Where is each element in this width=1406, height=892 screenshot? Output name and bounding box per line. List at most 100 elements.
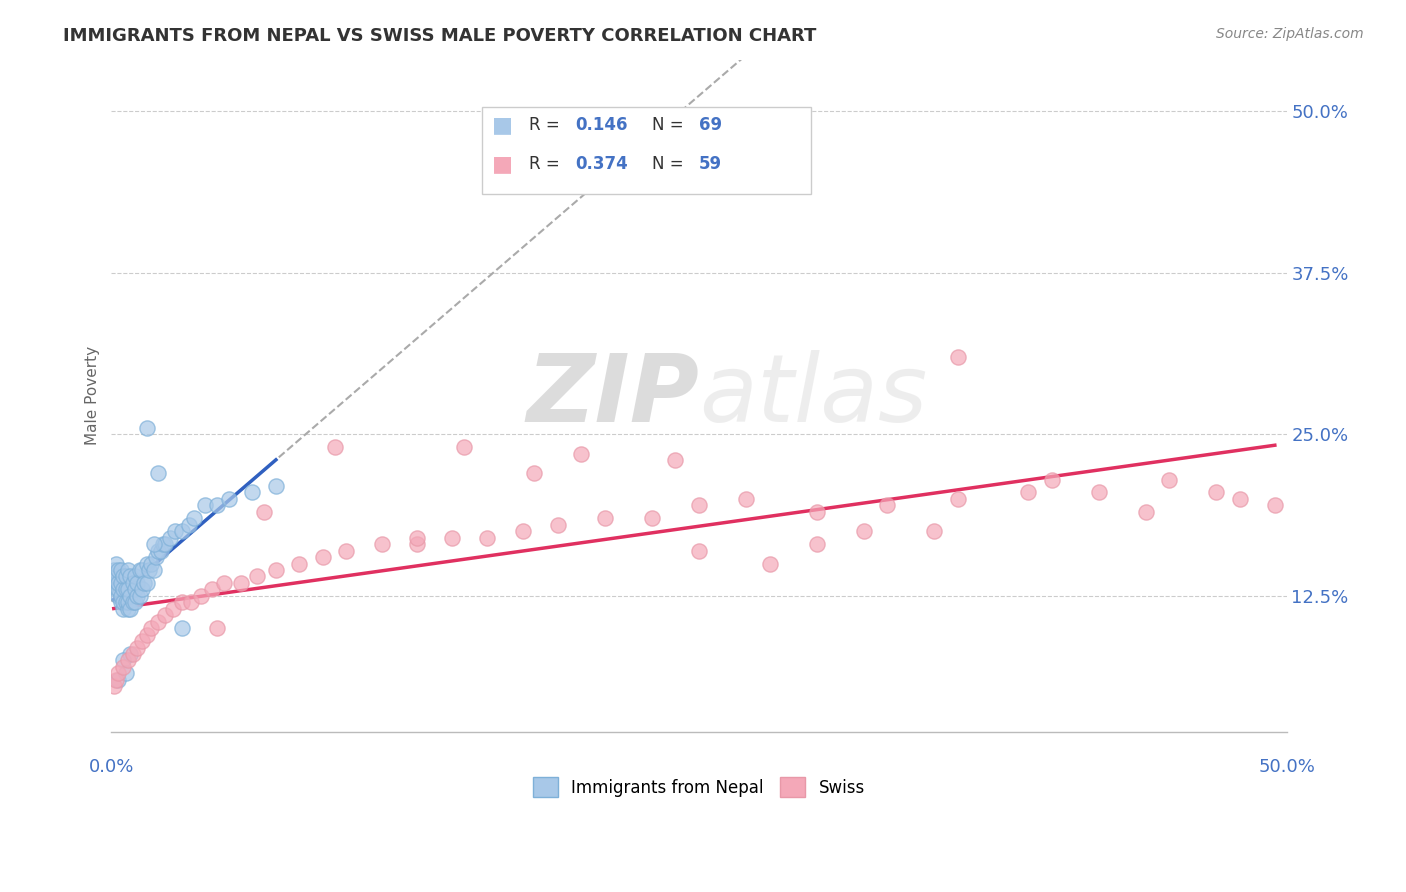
Point (117, 602, 139, 616)
Point (323, 440, 346, 454)
Point (117, 653, 139, 667)
Text: 0.146: 0.146 (575, 117, 628, 135)
Point (121, 576, 143, 591)
Point (148, 466, 170, 480)
Point (1087, 485, 1109, 500)
Point (205, 499, 228, 513)
Point (124, 569, 146, 583)
Point (112, 653, 135, 667)
Text: Source: ZipAtlas.com: Source: ZipAtlas.com (1216, 27, 1364, 41)
Point (664, 453, 686, 467)
Point (135, 421, 157, 435)
Point (107, 582, 129, 597)
Point (1205, 485, 1227, 500)
Point (946, 350, 969, 364)
Text: R =: R = (529, 154, 565, 173)
Point (264, 479, 287, 493)
Point (852, 524, 875, 539)
Point (1017, 485, 1039, 500)
Point (138, 563, 160, 577)
Point (127, 589, 149, 603)
Point (212, 576, 235, 591)
Point (124, 582, 146, 597)
Point (253, 505, 276, 519)
Point (370, 537, 392, 551)
Point (134, 576, 156, 591)
Point (547, 517, 569, 532)
Text: atlas: atlas (699, 350, 927, 441)
Point (110, 576, 132, 591)
Text: N =: N = (652, 117, 689, 135)
Point (406, 537, 429, 551)
Text: R =: R = (529, 117, 565, 135)
Point (117, 582, 139, 597)
Point (205, 621, 228, 635)
Point (120, 569, 142, 583)
Point (512, 524, 534, 539)
Point (131, 563, 153, 577)
Point (128, 589, 150, 603)
Point (406, 531, 429, 545)
Point (107, 589, 129, 603)
Point (180, 595, 202, 609)
Point (127, 576, 149, 591)
Point (128, 563, 150, 577)
Point (1264, 499, 1286, 513)
Point (135, 576, 157, 591)
Point (876, 499, 898, 513)
Point (335, 543, 357, 558)
Point (114, 582, 136, 597)
Point (264, 563, 287, 577)
Point (1040, 473, 1063, 487)
Point (218, 491, 240, 506)
Point (441, 531, 464, 545)
Point (131, 582, 153, 597)
Point (103, 563, 125, 577)
Point (105, 576, 128, 591)
Point (170, 595, 193, 609)
Point (183, 511, 205, 525)
Point (453, 440, 475, 454)
Point (922, 524, 945, 539)
Point (110, 589, 132, 603)
Point (127, 640, 149, 655)
Point (103, 679, 125, 693)
Text: 69: 69 (699, 117, 723, 135)
Point (170, 524, 193, 539)
Point (163, 524, 186, 539)
Point (110, 595, 132, 609)
Point (159, 531, 181, 545)
Point (114, 569, 136, 583)
Point (758, 557, 780, 571)
Point (112, 660, 135, 674)
Point (148, 543, 170, 558)
Point (141, 621, 163, 635)
Point (114, 595, 136, 609)
Text: 50.0%: 50.0% (1258, 758, 1315, 776)
Point (112, 569, 135, 583)
Point (121, 647, 143, 661)
Point (103, 569, 125, 583)
Point (312, 550, 335, 565)
Point (155, 537, 177, 551)
Point (688, 543, 710, 558)
Point (641, 511, 664, 525)
Point (190, 589, 212, 603)
Text: IMMIGRANTS FROM NEPAL VS SWISS MALE POVERTY CORRELATION CHART: IMMIGRANTS FROM NEPAL VS SWISS MALE POVE… (63, 27, 817, 45)
Point (194, 499, 217, 513)
Point (121, 595, 143, 609)
Point (177, 517, 200, 532)
Point (688, 499, 710, 513)
Text: ■: ■ (492, 115, 513, 136)
Point (162, 602, 184, 616)
Point (105, 582, 128, 597)
Point (110, 563, 132, 577)
Point (107, 563, 129, 577)
Point (120, 647, 142, 661)
Point (229, 576, 252, 591)
Point (135, 557, 157, 571)
Point (135, 627, 157, 641)
Text: 59: 59 (699, 154, 723, 173)
Point (112, 602, 135, 616)
Point (107, 673, 129, 687)
